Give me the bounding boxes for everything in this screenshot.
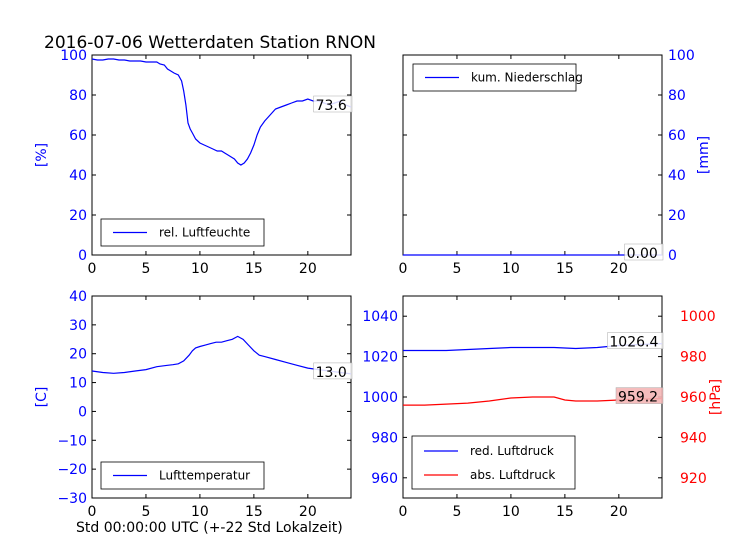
legend-box [100, 218, 265, 247]
y-tick-label: 1000 [362, 390, 398, 406]
y-tick-label: −10 [57, 433, 87, 449]
x-tick-label: 20 [610, 261, 628, 277]
y-tick-label: 60 [668, 128, 686, 144]
value-label: 73.6 [316, 98, 347, 114]
value-label-box [607, 332, 664, 349]
x-tick-label: 15 [245, 261, 263, 277]
y-tick-label: 1020 [362, 350, 398, 366]
y-axis-label: [mm] [696, 136, 712, 174]
series-line [91, 58, 352, 166]
x-tick-label: 5 [141, 261, 150, 277]
value-label-box [313, 362, 353, 380]
x-tick-label: 0 [88, 504, 97, 520]
value-label: 1026.4 [609, 335, 658, 351]
y-axis-label: [C] [34, 387, 50, 408]
y-tick-label: −20 [57, 462, 87, 478]
y-tick-label: 20 [668, 208, 686, 224]
x-tick-label: 20 [299, 261, 317, 277]
y-tick-label: 80 [69, 88, 87, 104]
y2-tick-label: 1000 [680, 309, 716, 325]
x-tick-label: 5 [452, 504, 461, 520]
value-label: 13.0 [316, 365, 347, 381]
series-line [91, 335, 352, 375]
y2-tick-label: 980 [680, 350, 707, 366]
x-tick-label: 15 [556, 504, 574, 520]
x-tick-label: 0 [399, 261, 408, 277]
value-label-box [313, 95, 353, 113]
y-tick-label: 60 [69, 128, 87, 144]
legend-box [411, 435, 576, 490]
y-tick-label: 10 [69, 376, 87, 392]
x-tick-label: 20 [299, 504, 317, 520]
y-tick-label: 980 [371, 430, 398, 446]
x-tick-label: 10 [502, 504, 520, 520]
x-tick-label: 5 [452, 261, 461, 277]
y-tick-label: 30 [69, 318, 87, 334]
x-tick-label: 10 [502, 261, 520, 277]
legend-label: Lufttemperatur [159, 469, 250, 483]
x-tick-label: 0 [399, 504, 408, 520]
y-axis-label: [%] [34, 143, 50, 167]
y-tick-label: −30 [57, 491, 87, 507]
value-label-box [615, 387, 664, 404]
y2-tick-label: 920 [680, 471, 707, 487]
y-tick-label: 40 [69, 289, 87, 305]
x-tick-label: 5 [141, 504, 150, 520]
humidity-panel: 0 5 10 15 20 0 20 40 60 80 100 [%] rel. Luftfeuchte 7… [34, 48, 353, 277]
x-tick-label: 15 [245, 504, 263, 520]
y-tick-label: 100 [668, 48, 695, 64]
y-tick-label: 20 [69, 208, 87, 224]
x-tick-label: 15 [556, 261, 574, 277]
precipitation-panel: 0 5 10 15 20 0 20 40 60 80 100 [mm] kum. Niederschla… [399, 48, 712, 277]
y-tick-label: 20 [69, 347, 87, 363]
value-label-box [624, 243, 664, 261]
legend-label: red. Luftdruck [470, 444, 554, 458]
x-tick-label: 10 [191, 261, 209, 277]
pressure-panel: 0 5 10 15 20 960 980 1000 1020 1040 920 940 960 980 10… [362, 295, 724, 520]
y-tick-label: 0 [78, 404, 87, 420]
y-tick-label: 40 [668, 168, 686, 184]
x-tick-label: 10 [191, 504, 209, 520]
y-tick-label: 1040 [362, 309, 398, 325]
temperature-panel: 0 5 10 15 20 −30 −20 −10 0 10 20 30 40 [C] Lufttempera… [34, 289, 353, 520]
y-tick-label: 0 [668, 248, 677, 264]
y-tick-label: 0 [78, 248, 87, 264]
value-label: 959.2 [618, 390, 658, 406]
y-tick-label: 40 [69, 168, 87, 184]
y-tick-label: 100 [60, 48, 87, 64]
x-tick-label: 20 [610, 504, 628, 520]
value-label: 0.00 [627, 246, 658, 262]
y-axis-label: [hPa] [708, 379, 724, 415]
y-tick-label: 960 [371, 471, 398, 487]
series-line [403, 396, 663, 406]
y-tick-label: 80 [668, 88, 686, 104]
x-tick-label: 0 [88, 261, 97, 277]
y2-tick-label: 960 [680, 390, 707, 406]
legend-label: abs. Luftdruck [470, 468, 555, 482]
x-axis-label: Std 00:00:00 UTC (+-22 Std Lokalzeit) [76, 520, 343, 536]
legend-label: kum. Niederschlag [471, 71, 583, 85]
y2-tick-label: 940 [680, 430, 707, 446]
figure-title: 2016-07-06 Wetterdaten Station RNON [44, 33, 376, 53]
legend-label: rel. Luftfeuchte [159, 226, 250, 240]
